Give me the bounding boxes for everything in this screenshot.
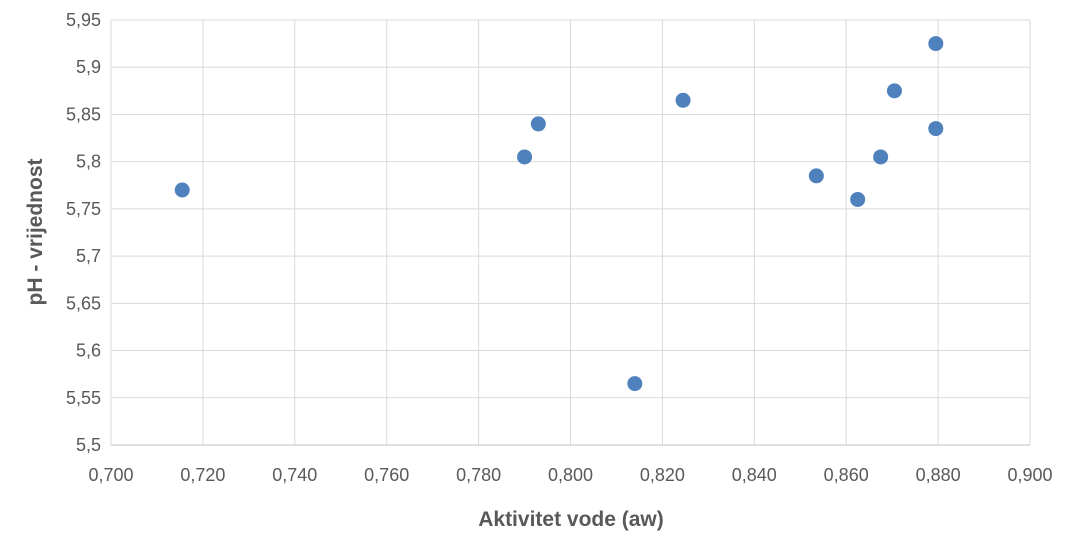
data-point	[850, 191, 866, 207]
y-tick-label: 5,65	[66, 293, 101, 313]
y-tick-label: 5,8	[76, 152, 101, 172]
x-tick-label: 0,740	[272, 465, 317, 485]
x-tick-label: 0,800	[548, 465, 593, 485]
y-tick-label: 5,95	[66, 10, 101, 30]
data-points	[174, 36, 944, 392]
x-tick-label: 0,880	[916, 465, 961, 485]
data-point	[517, 149, 533, 165]
x-tick-label: 0,760	[364, 465, 409, 485]
x-tick-label: 0,840	[732, 465, 777, 485]
data-point	[627, 376, 643, 392]
data-point	[873, 149, 889, 165]
data-point	[928, 36, 944, 52]
y-tick-label: 5,75	[66, 199, 101, 219]
y-tick-label: 5,5	[76, 435, 101, 455]
x-tick-label: 0,900	[1007, 465, 1052, 485]
y-tick-labels: 5,5 5,55 5,6 5,65 5,7 5,75 5,8 5,85 5,9 5,95	[66, 10, 101, 455]
vertical-gridlines	[110, 20, 1031, 445]
y-tick-label: 5,6	[76, 341, 101, 361]
x-axis-title: Aktivitet vode (aw)	[478, 508, 664, 531]
x-tick-label: 0,720	[180, 465, 225, 485]
x-tick-label: 0,700	[88, 465, 133, 485]
data-point	[886, 83, 902, 99]
x-tick-label: 0,820	[640, 465, 685, 485]
data-point	[675, 92, 691, 108]
y-tick-label: 5,85	[66, 104, 101, 124]
x-tick-labels: 0,700 0,720 0,740 0,760 0,780 0,800 0,820 0,840…	[88, 465, 1052, 485]
x-tick-label: 0,860	[824, 465, 869, 485]
data-point	[530, 116, 546, 132]
x-tick-label: 0,780	[456, 465, 501, 485]
y-tick-label: 5,9	[76, 57, 101, 77]
data-point	[928, 121, 944, 137]
data-point	[174, 182, 190, 198]
y-tick-label: 5,7	[76, 246, 101, 266]
y-tick-label: 5,55	[66, 388, 101, 408]
y-axis-title: pH - vrijednost	[24, 158, 47, 305]
data-point	[808, 168, 824, 184]
